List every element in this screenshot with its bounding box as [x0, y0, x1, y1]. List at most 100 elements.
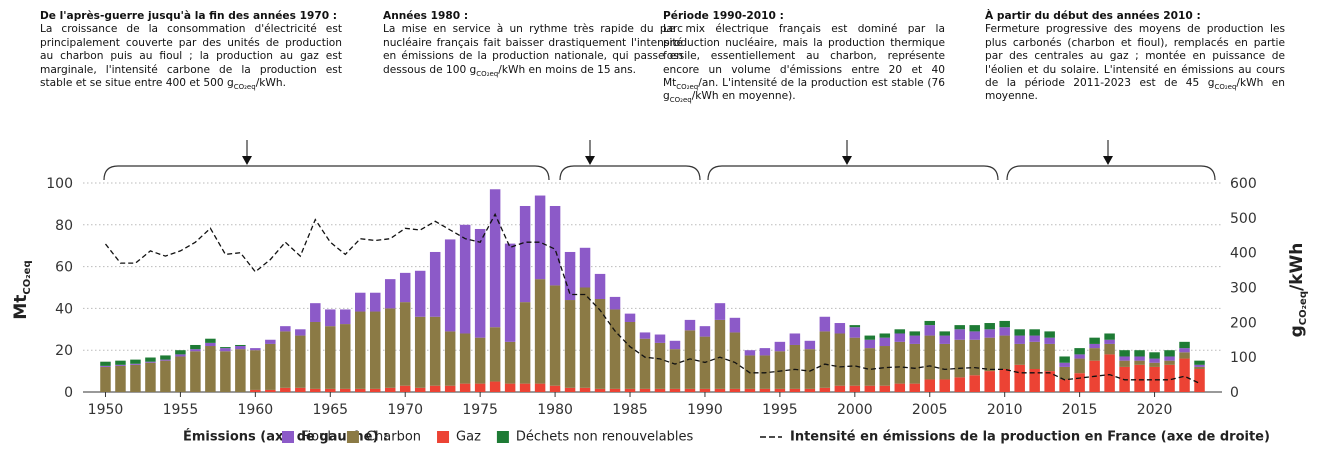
bar-segment — [639, 332, 651, 339]
bar-segment — [399, 272, 411, 303]
annotation-text: Fermeture progressive des moyens de prod… — [985, 23, 1285, 90]
bar-segment — [534, 279, 546, 384]
bar-segment — [684, 388, 696, 392]
bar-segment — [1029, 335, 1040, 342]
bar-segment — [429, 316, 441, 386]
y2-axis-title-sub: CO₂eq — [1298, 291, 1309, 325]
y2-tick-label: 600 — [1230, 176, 1257, 192]
bar-segment — [1164, 364, 1175, 392]
legend-label: Charbon — [366, 430, 421, 445]
x-tick-label: 1995 — [762, 402, 798, 418]
bar-segment — [774, 341, 786, 352]
bar-segment — [849, 325, 861, 328]
y2-tick-label: 400 — [1230, 246, 1257, 262]
bar-segment — [729, 332, 741, 389]
subscript: CO₂eq — [676, 83, 699, 92]
annotation-text: /kWh en moyenne). — [691, 90, 796, 103]
bar-segment — [280, 387, 291, 392]
bar-segment — [834, 385, 846, 392]
bar-segment — [1119, 356, 1130, 361]
bar-segment — [774, 351, 786, 389]
legend-swatch — [496, 431, 509, 443]
y-tick-label: 80 — [55, 218, 73, 234]
bar-segment — [1164, 360, 1175, 365]
annotation-text: /kWh en moins de 15 ans. — [498, 63, 637, 76]
bracket — [707, 165, 999, 181]
bar-segment — [220, 347, 231, 349]
bar-segment — [654, 342, 666, 389]
bar-segment — [1194, 360, 1205, 365]
bar-segment — [924, 325, 936, 336]
bar-segment — [939, 379, 950, 392]
bar-segment — [819, 316, 831, 332]
y2-tick-label: 500 — [1230, 211, 1257, 227]
bar-segment — [519, 302, 531, 384]
bar-segment — [984, 323, 995, 330]
legend-swatch — [437, 431, 450, 443]
period-brackets — [103, 140, 1216, 181]
bar-segment — [130, 364, 141, 392]
bar-segment — [519, 205, 531, 303]
bar-segment — [1179, 341, 1190, 349]
bar-segment — [909, 335, 921, 344]
bar-segment — [1194, 369, 1205, 392]
bar-segment — [355, 292, 366, 312]
bar-segment — [519, 383, 531, 392]
bar-segment — [115, 360, 126, 365]
annotation: Années 1980 : La mise en service à un ryt… — [383, 10, 683, 77]
bar-segment — [1134, 356, 1145, 361]
bar-segment — [939, 335, 950, 344]
bar-segment — [789, 388, 801, 392]
bar-segment — [250, 389, 261, 392]
bar-segment — [1104, 339, 1115, 344]
bar-segment — [265, 343, 276, 390]
bar-segment — [310, 303, 321, 322]
bar-segment — [1104, 354, 1115, 392]
bar-segment — [340, 324, 351, 389]
y2-axis-title-text: g — [1287, 325, 1307, 337]
bar-segment — [100, 361, 111, 366]
bar-segment — [355, 311, 366, 389]
bar-segment — [684, 330, 696, 389]
bar-segment — [1134, 360, 1145, 365]
bar-segment — [594, 298, 606, 389]
bar-segment — [999, 320, 1010, 328]
bar-segment — [399, 385, 411, 392]
bar-segment — [1029, 341, 1040, 370]
bar-segment — [834, 323, 846, 334]
bar-segment — [879, 385, 891, 392]
bar-segment — [175, 350, 186, 355]
bar-segment — [459, 224, 471, 334]
annotation: À partir du début des années 2010 : Ferme… — [985, 10, 1285, 104]
bar-segment — [474, 337, 486, 384]
y-tick-label: 100 — [46, 176, 73, 192]
y-tick-label: 40 — [55, 301, 73, 317]
legend-label: Intensité en émissions de la production … — [790, 430, 1270, 445]
bar-segment — [384, 279, 396, 309]
legend-label: Fioul — [301, 430, 331, 445]
annotation-text: La croissance de la consommation d'élect… — [40, 23, 342, 90]
bar-segment — [1179, 352, 1190, 359]
bar-segment — [369, 292, 381, 312]
y2-tick-label: 0 — [1230, 385, 1239, 401]
bar-segment — [534, 383, 546, 392]
bar-segment — [549, 285, 561, 386]
bar-segment — [624, 388, 636, 392]
bar-segment — [325, 326, 336, 389]
bar-segment — [729, 388, 741, 392]
arrowhead — [1103, 156, 1113, 165]
x-tick-label: 1960 — [238, 402, 274, 418]
bar-segment — [160, 360, 171, 392]
bar-segment — [399, 302, 411, 386]
bar-segment — [924, 320, 936, 326]
bar-segment — [804, 388, 816, 392]
y-tick-label: 60 — [55, 260, 73, 276]
bar-segment — [1149, 362, 1160, 367]
bar-segment — [205, 342, 216, 347]
bar-segment — [459, 383, 471, 392]
bar-segment — [384, 308, 396, 388]
bar-segment — [1149, 366, 1160, 392]
bar-segment — [235, 349, 246, 392]
bar-segment — [609, 296, 621, 310]
bar-segment — [1029, 369, 1040, 392]
